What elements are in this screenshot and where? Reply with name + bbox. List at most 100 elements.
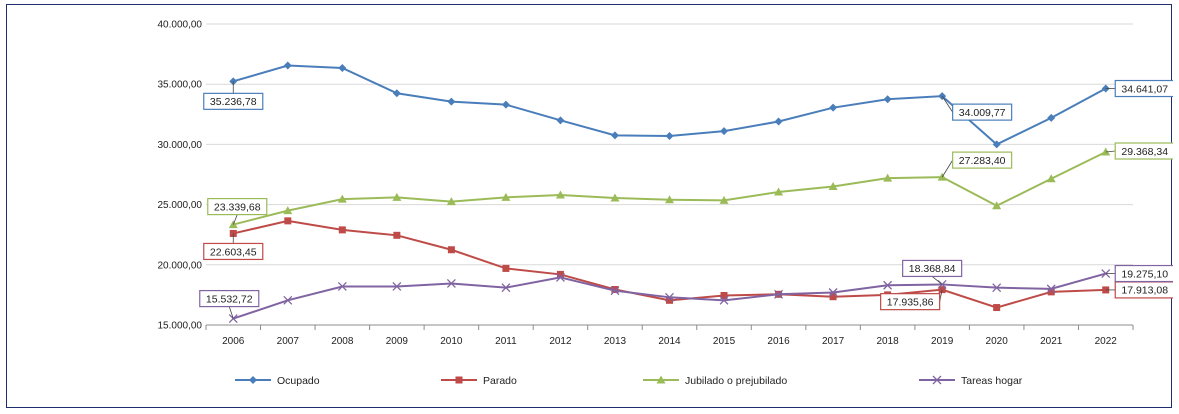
x-tick-label: 2010 xyxy=(440,336,463,347)
label-leader xyxy=(228,306,234,319)
series-jubilado-o-prejubilado xyxy=(228,147,1111,229)
legend-item: Ocupado xyxy=(235,375,320,387)
label-text: 22.603,45 xyxy=(210,246,257,258)
point-marker xyxy=(446,279,456,288)
data-label: 23.339,68 xyxy=(207,197,268,225)
label-leader xyxy=(1105,150,1116,153)
point-marker xyxy=(610,131,619,140)
point-marker xyxy=(337,194,347,203)
marker-stroke xyxy=(719,295,729,305)
label-text: 17.913,08 xyxy=(1121,285,1168,297)
x-tick-label: 2018 xyxy=(876,336,899,347)
marker-stroke xyxy=(392,282,402,291)
label-leader xyxy=(941,95,953,113)
point-marker xyxy=(719,295,729,305)
line-chart: 15.000,00 20.000,00 25.000,00 30.000,00 35.0… xyxy=(158,20,1175,387)
point-marker xyxy=(556,116,565,125)
point-marker xyxy=(666,296,673,304)
label-text: 35.236,78 xyxy=(210,96,257,108)
label-box xyxy=(203,242,264,261)
legend: Ocupado Parado Jubilado o prejubilado Tarea… xyxy=(235,375,1023,387)
point-marker xyxy=(774,289,784,299)
label-text: 34.641,07 xyxy=(1121,83,1168,95)
label-text: 19.275,10 xyxy=(1121,268,1168,280)
y-tick-label: 25.000,00 xyxy=(158,200,203,211)
point-marker xyxy=(447,246,455,254)
y-axis: 15.000,00 20.000,00 25.000,00 30.000,00 35.0… xyxy=(158,20,203,332)
legend-item: Tareas hogar xyxy=(919,375,1023,387)
point-marker xyxy=(828,182,838,191)
marker-stroke xyxy=(555,272,565,282)
point-marker xyxy=(665,131,674,140)
chart-frame: 15.000,00 20.000,00 25.000,00 30.000,00 35.0… xyxy=(6,4,1175,408)
data-label: 18.368,84 xyxy=(902,259,963,285)
point-marker xyxy=(665,292,674,302)
x-tick-label: 2012 xyxy=(549,336,572,347)
point-marker xyxy=(284,217,292,225)
marker-stroke xyxy=(501,283,511,293)
point-marker xyxy=(992,140,1001,149)
point-marker xyxy=(392,282,402,291)
point-marker xyxy=(883,173,893,182)
point-marker xyxy=(556,270,564,278)
data-label: 15.532,72 xyxy=(199,289,260,319)
point-marker xyxy=(883,280,893,290)
label-text: 18.368,84 xyxy=(909,263,956,275)
data-label: 22.603,45 xyxy=(203,233,264,261)
x-tick-label: 2007 xyxy=(277,336,300,347)
label-text: 34.009,77 xyxy=(959,107,1006,119)
point-marker xyxy=(993,304,1001,312)
point-marker xyxy=(455,376,463,384)
point-marker xyxy=(610,193,620,202)
data-label: 17.935,86 xyxy=(880,289,943,311)
y-tick-label: 35.000,00 xyxy=(158,80,203,91)
point-marker xyxy=(501,100,510,109)
label-text: 15.532,72 xyxy=(206,293,253,305)
x-tick-label: 2020 xyxy=(986,336,1009,347)
point-marker xyxy=(656,375,666,384)
point-marker xyxy=(720,292,728,300)
x-tick-label: 2015 xyxy=(713,336,736,347)
marker-stroke xyxy=(337,282,347,291)
point-marker xyxy=(611,285,619,293)
data-label: 34.641,07 xyxy=(1105,79,1175,98)
point-marker xyxy=(774,187,784,196)
data-label: 19.275,10 xyxy=(1105,264,1175,283)
point-marker xyxy=(501,192,511,201)
point-marker xyxy=(502,264,510,272)
point-marker xyxy=(555,190,565,199)
series-line xyxy=(233,219,1106,309)
x-tick-label: 2008 xyxy=(331,336,354,347)
x-tick-label: 2013 xyxy=(604,336,627,347)
point-marker xyxy=(610,286,620,296)
x-tick-label: 2022 xyxy=(1095,336,1118,347)
point-marker xyxy=(828,288,838,297)
point-marker xyxy=(338,63,347,72)
marker-stroke xyxy=(1046,284,1056,294)
x-tick-label: 2017 xyxy=(822,336,845,347)
point-marker xyxy=(1047,288,1055,296)
point-marker xyxy=(555,272,565,282)
y-tick-label: 20.000,00 xyxy=(158,260,203,271)
point-marker xyxy=(392,192,402,201)
legend-item: Parado xyxy=(441,375,517,387)
point-marker xyxy=(665,195,674,204)
marker-stroke xyxy=(665,292,674,302)
label-text: 29.368,34 xyxy=(1121,146,1168,158)
data-label: 35.236,78 xyxy=(203,81,264,110)
label-box xyxy=(880,293,941,311)
y-tick-label: 30.000,00 xyxy=(158,140,203,151)
label-box xyxy=(207,197,268,216)
point-marker xyxy=(283,61,292,70)
marker-stroke xyxy=(610,286,620,296)
x-tick-label: 2014 xyxy=(658,336,681,347)
data-label: 27.283,40 xyxy=(941,151,1013,178)
point-marker xyxy=(1101,147,1111,156)
label-text: 23.339,68 xyxy=(214,201,261,213)
label-leader xyxy=(232,214,238,225)
x-tick-label: 2011 xyxy=(495,336,517,347)
legend-item: Jubilado o prejubilado xyxy=(643,375,787,387)
point-marker xyxy=(446,197,456,206)
point-marker xyxy=(992,201,1002,210)
point-marker xyxy=(1046,174,1056,183)
